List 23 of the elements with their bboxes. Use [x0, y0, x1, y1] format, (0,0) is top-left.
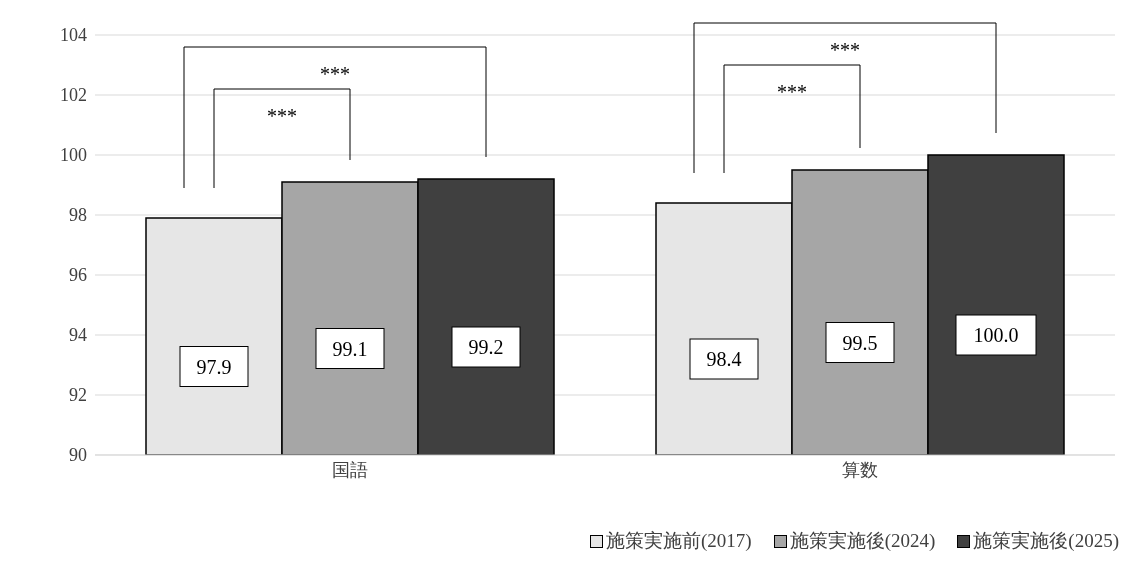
y-tick-label: 90 [69, 445, 87, 466]
y-tick-label: 98 [69, 205, 87, 226]
annotation: *** [267, 105, 297, 127]
y-tick-label: 100 [60, 145, 87, 166]
x-tick-label: 国語 [332, 459, 368, 480]
annotation: *** [830, 39, 860, 61]
data-label: 97.9 [196, 355, 232, 378]
data-label: 99.2 [468, 336, 504, 358]
y-tick-label: 96 [69, 265, 87, 286]
data-label: 99.5 [842, 331, 878, 354]
legend-label: 施策実施後(2025) [972, 529, 1119, 553]
annotation: *** [777, 81, 807, 103]
y-tick-label: 102 [60, 85, 87, 106]
annotation: *** [320, 63, 350, 85]
data-label: 98.4 [706, 348, 742, 370]
legend-label: 施策実施前(2017) [605, 529, 752, 553]
legend-label: 施策実施後(2024) [788, 529, 936, 553]
data-label: 100.0 [973, 324, 1019, 346]
y-tick-label: 94 [69, 325, 87, 346]
data-label: 99.1 [332, 337, 368, 360]
y-tick-label: 92 [69, 385, 87, 406]
x-tick-label: 算数 [842, 459, 878, 480]
y-tick-label: 104 [60, 25, 87, 46]
